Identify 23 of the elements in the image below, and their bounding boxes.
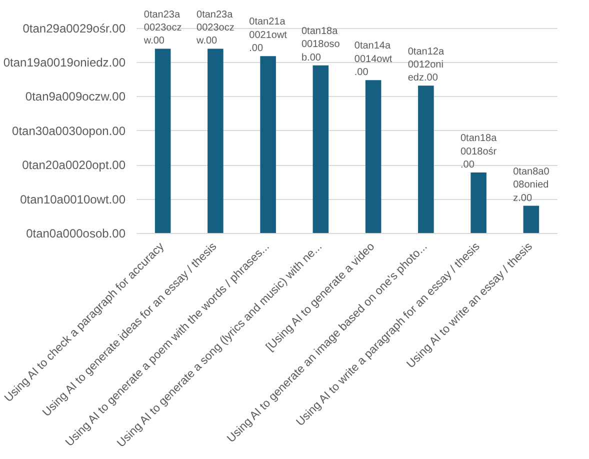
text: 0tan0a000osob.00: [26, 226, 126, 240]
bar: [418, 86, 434, 234]
bar: [365, 80, 382, 234]
bar: [260, 56, 276, 234]
annotation: 0tan23a0023oczw.00: [142, 9, 182, 47]
annotation: 0tan8a008oniedz.00: [513, 166, 550, 204]
text: 0tan29a0029ośr.00: [22, 21, 126, 36]
annotation: 0tan23a0023oczw.00: [196, 9, 234, 47]
bar: [523, 206, 540, 234]
annotation: 0tan12a0012oniedz.00: [408, 46, 444, 84]
annotation: 0tan14a0014owt.00: [354, 40, 392, 78]
bar: [312, 65, 329, 234]
bar: [208, 48, 224, 234]
text: 0tan30a0030opon.00: [12, 124, 126, 138]
text: 0tan10a0010owt.00: [20, 192, 126, 206]
text: 0tan19a0019oniedz.00: [3, 56, 126, 70]
bar: [470, 172, 486, 234]
text: 0tan9a009oczw.00: [25, 90, 126, 104]
annotation: 0tan18a0018osob.00: [302, 26, 340, 64]
annotation: 0tan21a0021owt.00: [249, 16, 288, 54]
annotation: 0tan18a0018ośr.00: [460, 133, 498, 171]
text: 0tan20a0020opt.00: [22, 158, 126, 172]
bar: [154, 48, 171, 234]
